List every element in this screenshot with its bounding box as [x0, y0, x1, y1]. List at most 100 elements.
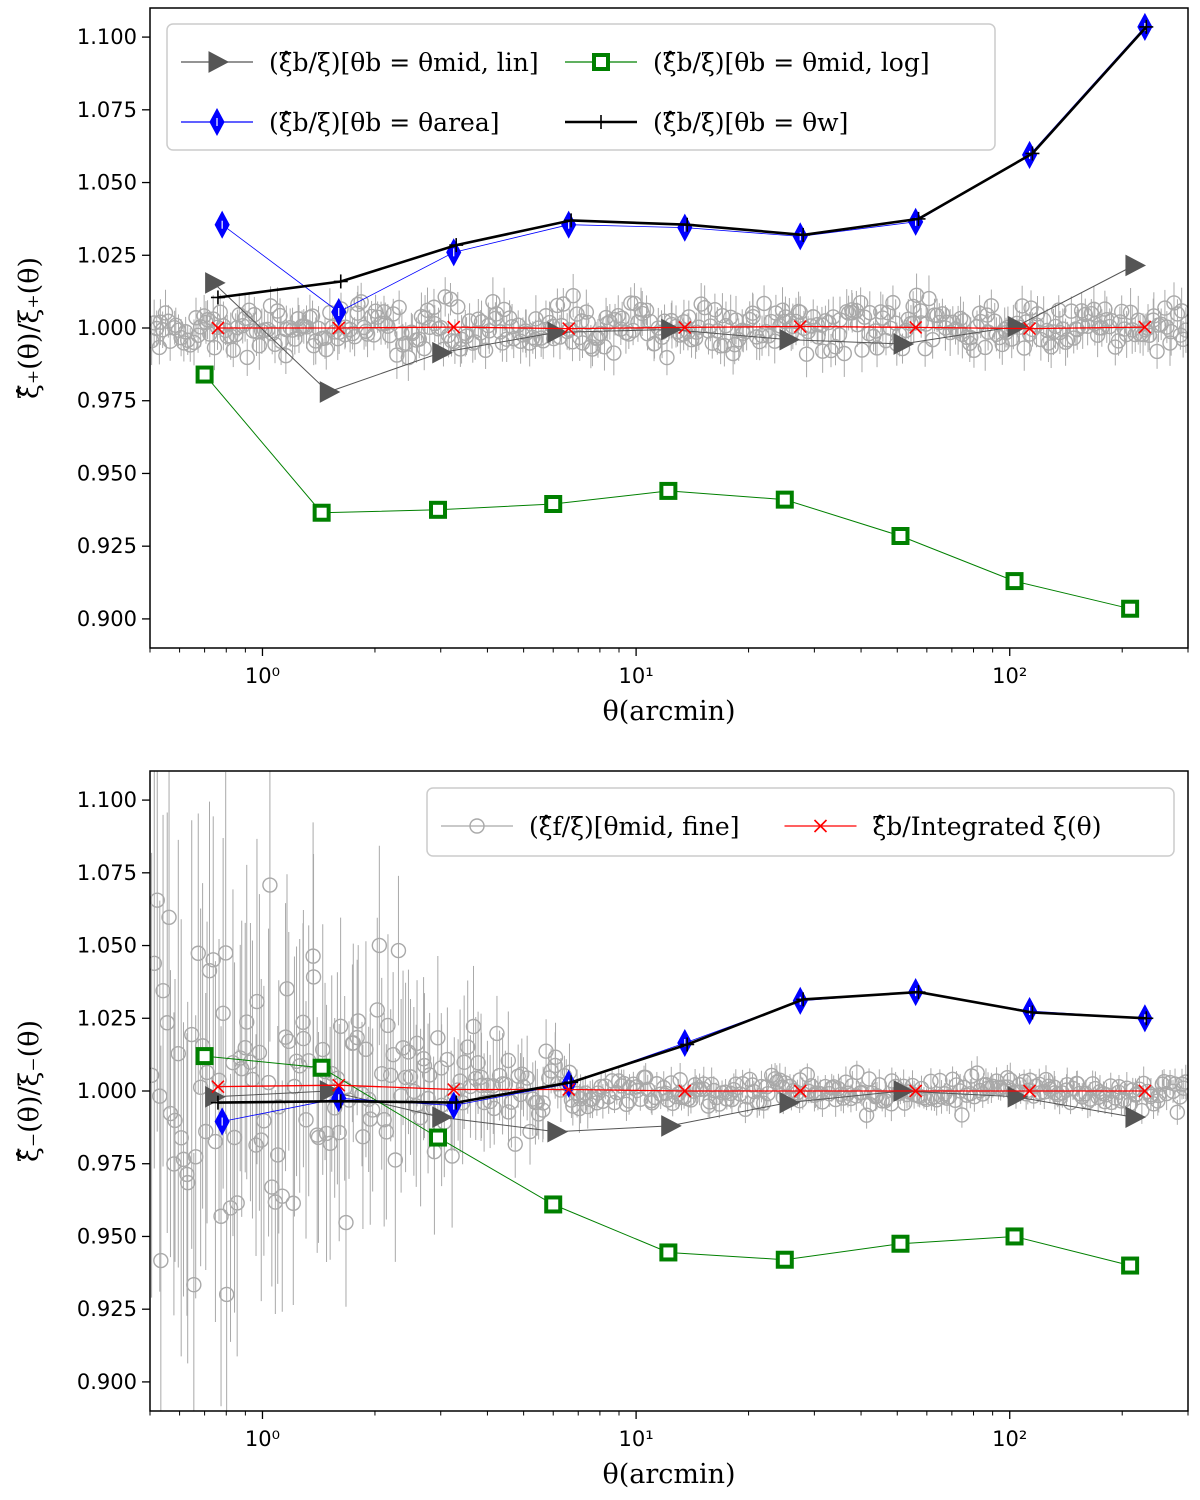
point-integrated-b [1138, 320, 1152, 334]
fine-point [854, 1084, 870, 1101]
fine-point [150, 955, 162, 972]
fine-point [485, 293, 501, 310]
fine-point [714, 307, 731, 324]
fine-point [338, 1214, 354, 1231]
fine-point [725, 345, 741, 362]
point-log [775, 490, 794, 509]
fine-point [726, 336, 743, 353]
fine-point [281, 1033, 297, 1050]
point-mid_lin [1125, 254, 1147, 277]
point-integrated-b [678, 320, 692, 334]
fine-point [274, 1188, 290, 1204]
point-integrated-b [793, 319, 807, 334]
fine-point [285, 1195, 301, 1211]
fine-point [621, 326, 637, 342]
point-log [659, 1243, 678, 1262]
point-log [659, 481, 678, 500]
series-area [214, 978, 1153, 1136]
fine-point [1077, 306, 1093, 323]
fine-point [298, 1112, 314, 1128]
fine-point [854, 342, 870, 358]
fine-point [1098, 1087, 1115, 1103]
fine-point [1074, 318, 1091, 334]
fine-point [272, 307, 288, 324]
fine-point [182, 337, 198, 353]
legend-marker-log [592, 53, 610, 71]
fine-point [248, 1137, 264, 1153]
fine-point [420, 1090, 436, 1107]
point-mid_lin [1007, 1085, 1029, 1108]
y-tick-label: 0.950 [77, 461, 137, 485]
fine-point [758, 323, 774, 340]
fine-point [530, 1106, 547, 1122]
fine-point [359, 326, 376, 342]
fine-point [150, 1067, 160, 1083]
fine-point [945, 314, 961, 331]
fine-point [1059, 332, 1076, 348]
fine-point [668, 1088, 684, 1105]
y-tick-label: 0.950 [77, 1224, 137, 1248]
fine-point [618, 1096, 635, 1112]
fine-point [613, 321, 629, 337]
fine-point [756, 1095, 772, 1111]
fine-point [1113, 303, 1130, 320]
fine-point [1083, 306, 1100, 322]
fine-point [430, 1030, 446, 1046]
fine-point [634, 305, 650, 322]
fine-point [444, 1148, 460, 1164]
fine-point [489, 1025, 505, 1042]
fine-point [869, 1088, 885, 1104]
fine-point [954, 1107, 970, 1123]
point-integrated-b [332, 1078, 346, 1092]
x-tick-label: 10² [992, 1427, 1027, 1451]
fine-point [395, 337, 411, 353]
fine-point [491, 1067, 508, 1084]
fine-point [262, 877, 278, 893]
y-tick-label: 0.900 [77, 607, 137, 631]
y-tick-label: 1.050 [77, 171, 137, 195]
fine-point [745, 308, 761, 325]
fine-point [170, 1045, 186, 1062]
fine-point [724, 1091, 740, 1108]
fine-point [199, 1064, 215, 1081]
fine-point [1101, 318, 1118, 335]
fine-point [369, 1002, 385, 1018]
fine-point [1149, 343, 1165, 360]
fine-point [461, 313, 478, 329]
fine-point [1174, 1076, 1188, 1092]
fine-point [207, 1133, 224, 1150]
fine-point [270, 1147, 286, 1163]
fine-point [595, 1093, 611, 1110]
fine-point [519, 1070, 535, 1086]
fine-point [218, 1286, 235, 1303]
legend-label-mid_lin: (ξ̂b/ξ)[θb = θmid, lin] [269, 48, 539, 77]
point-log [544, 1195, 563, 1214]
fine-point [696, 299, 713, 316]
point-mid_lin [661, 1115, 682, 1137]
fine-point [1169, 306, 1186, 322]
fine-point [613, 1078, 630, 1094]
fine-point [885, 294, 901, 311]
fine-point [763, 313, 779, 330]
point-integrated-b [211, 321, 225, 335]
fine-point [1066, 330, 1082, 346]
fine-point [190, 945, 206, 961]
fine-point [345, 1035, 361, 1051]
point-mid_lin [893, 333, 915, 355]
fine-point [465, 1018, 482, 1035]
point-mid_lin [1125, 1106, 1147, 1129]
fine-point [849, 1064, 865, 1081]
fine-point [167, 1112, 183, 1129]
fine-point [862, 305, 878, 321]
fine-point [486, 1100, 502, 1117]
y-axis-label: ξ̂₋(θ)/ξ₋(θ) [14, 1020, 45, 1162]
fine-point [374, 1066, 390, 1082]
fine-point [547, 1049, 564, 1065]
fine-point [777, 1075, 793, 1091]
fine-point [350, 1013, 366, 1029]
point-log [1121, 1256, 1140, 1275]
point-integrated-b [678, 1084, 692, 1098]
series-mid_lin [205, 254, 1147, 403]
point-integrated-b [909, 320, 923, 334]
point-log [1121, 599, 1140, 618]
